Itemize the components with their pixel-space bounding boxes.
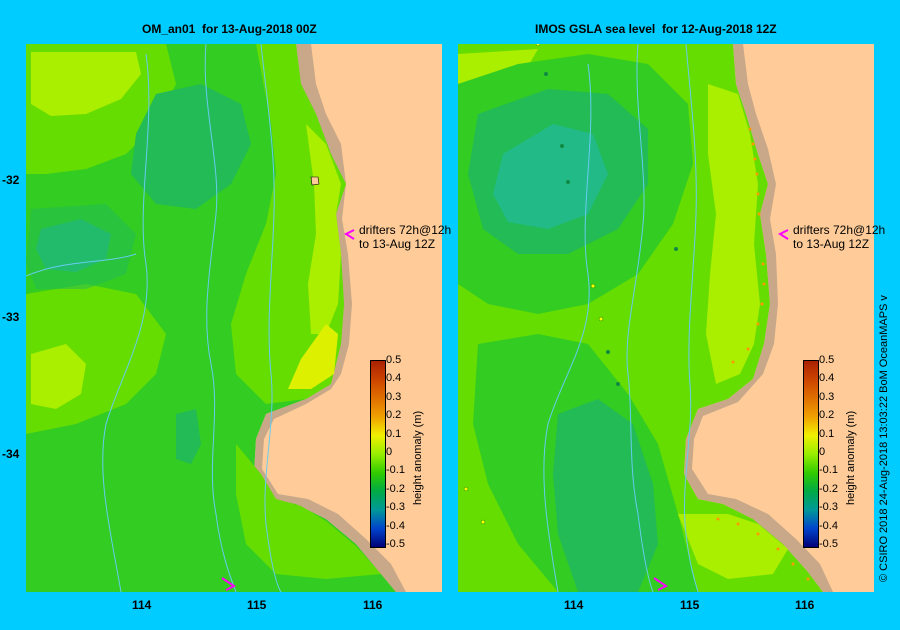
bathymetry-line-1 bbox=[626, 44, 654, 592]
bathymetry-line-1 bbox=[204, 44, 237, 592]
x-tick-116-right: 116 bbox=[795, 598, 815, 612]
x-tick-115-right: 115 bbox=[680, 598, 700, 612]
altimetry-dots bbox=[544, 72, 678, 386]
x-tick-114-left: 114 bbox=[132, 598, 152, 612]
contour-neg02-south bbox=[176, 409, 201, 464]
coast-band bbox=[684, 44, 833, 592]
colorbar-title-left: height anomaly (m) bbox=[412, 410, 424, 505]
colorbar-label-right: 0.5 bbox=[819, 354, 835, 366]
colorbar-label-right: 0.1 bbox=[819, 427, 835, 440]
y-tick-33: -33 bbox=[2, 310, 20, 324]
colorbar-label-left: -0.1 bbox=[386, 464, 405, 477]
colorbar-label-right: -0.2 bbox=[819, 482, 838, 495]
drifter-arrow-icon bbox=[653, 577, 668, 591]
colorbar-label-left: 0.5 bbox=[386, 354, 402, 366]
drifter-note-line2: to 13-Aug 12Z bbox=[359, 237, 436, 251]
left-panel-title: OM_an01 for 13-Aug-2018 00Z bbox=[142, 22, 317, 36]
y-tick-32: -32 bbox=[2, 173, 20, 187]
colorbar-label-left: 0.3 bbox=[386, 390, 402, 403]
colorbar-label-right: 0.4 bbox=[819, 372, 835, 385]
colorbar-left bbox=[370, 360, 386, 548]
colorbar-label-right: 0.2 bbox=[819, 409, 835, 422]
observation-dots bbox=[716, 127, 810, 581]
contour-neg03-north bbox=[493, 124, 608, 229]
right-panel-title: IMOS GSLA sea level for 12-Aug-2018 12Z bbox=[535, 22, 777, 36]
right-map-svg bbox=[458, 44, 874, 592]
left-map-svg bbox=[26, 44, 442, 592]
contour-0-south bbox=[236, 444, 381, 579]
contour-01-east bbox=[306, 124, 341, 334]
island bbox=[310, 176, 320, 186]
drifter-arrow-icon bbox=[343, 229, 355, 240]
drifter-note-line1: drifters 72h@12h bbox=[793, 223, 886, 237]
colorbar-label-right: 0 bbox=[819, 446, 826, 458]
contour-01-east bbox=[706, 84, 760, 384]
colorbar-label-left: -0.3 bbox=[386, 501, 405, 514]
colorbar-right bbox=[803, 360, 819, 548]
colorbar-label-left: 0 bbox=[386, 446, 393, 458]
bathymetry-line-2 bbox=[684, 44, 699, 592]
contour-01-west bbox=[31, 344, 86, 409]
colorbar-title-right: height anomaly (m) bbox=[845, 410, 857, 505]
x-tick-114-right: 114 bbox=[564, 598, 584, 612]
colorbar-label-right: -0.5 bbox=[819, 538, 838, 550]
contour-neg01-northwest bbox=[131, 84, 251, 209]
contour-0-southeast bbox=[678, 514, 788, 579]
drifter-arrow-icon bbox=[777, 229, 789, 240]
colorbar-label-left: 0.1 bbox=[386, 427, 402, 440]
y-tick-34: -34 bbox=[2, 447, 20, 461]
contour-01-top bbox=[31, 52, 141, 116]
colorbar-label-left: -0.2 bbox=[386, 482, 405, 495]
right-map-panel bbox=[458, 44, 874, 592]
bathymetry-line-3 bbox=[543, 63, 592, 592]
colorbar-label-left: -0.4 bbox=[386, 519, 405, 532]
colorbar-label-right: 0.3 bbox=[819, 390, 835, 403]
drifter-note-line2: to 13-Aug 12Z bbox=[793, 237, 870, 251]
drifter-note-line1: drifters 72h@12h bbox=[359, 223, 452, 237]
credit-text: © CSIRO 2018 24-Aug-2018 13:03:22 BoM Oc… bbox=[878, 295, 890, 582]
satellite-track-dots bbox=[463, 44, 604, 525]
left-map-panel bbox=[26, 44, 442, 592]
x-tick-116-left: 116 bbox=[363, 598, 383, 612]
drifter-arrow-icon bbox=[221, 577, 236, 591]
colorbar-label-right: -0.1 bbox=[819, 464, 838, 477]
bathymetry-line-3 bbox=[102, 53, 150, 592]
bathymetry-line-4 bbox=[26, 253, 137, 277]
colorbar-label-right: -0.4 bbox=[819, 519, 838, 532]
colorbar-label-left: -0.5 bbox=[386, 538, 405, 550]
colorbar-label-right: -0.3 bbox=[819, 501, 838, 514]
bathymetry-line-2 bbox=[260, 44, 282, 592]
drifter-note-left: drifters 72h@12h to 13-Aug 12Z bbox=[359, 223, 451, 251]
colorbar-label-left: 0.4 bbox=[386, 372, 402, 385]
contour-02-east bbox=[288, 324, 338, 389]
colorbar-label-left: 0.2 bbox=[386, 409, 402, 422]
drifter-note-right: drifters 72h@12h to 13-Aug 12Z bbox=[793, 223, 885, 251]
x-tick-115-left: 115 bbox=[247, 598, 267, 612]
